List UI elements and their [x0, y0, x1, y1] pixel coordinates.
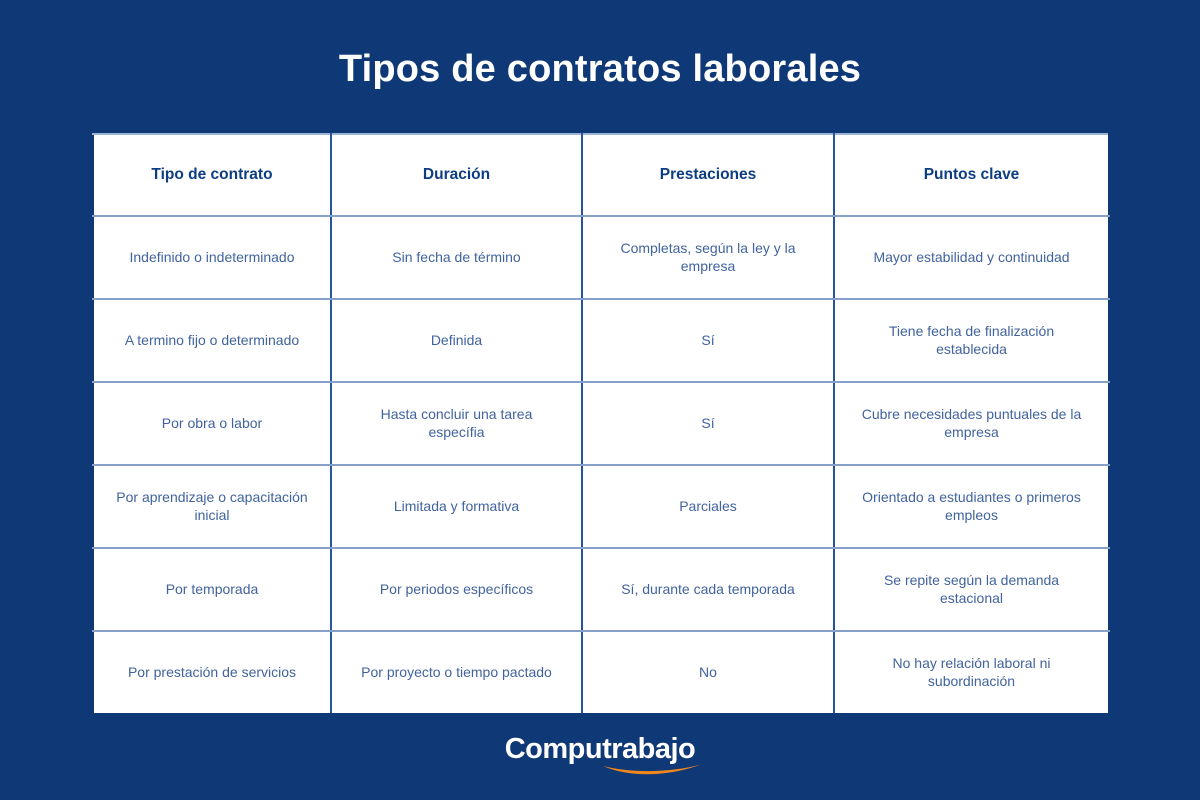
cell-duracion: Por periodos específicos	[330, 547, 583, 632]
logo-swoosh-icon	[603, 764, 702, 775]
table-row: Por aprendizaje o capacitación inicial L…	[92, 464, 1110, 549]
cell-prestaciones: Completas, según la ley y la empresa	[581, 215, 835, 300]
cell-prestaciones: Sí, durante cada temporada	[581, 547, 835, 632]
column-header-tipo: Tipo de contrato	[92, 133, 332, 217]
contracts-table: Tipo de contrato Duración Prestaciones P…	[92, 133, 1110, 715]
cell-duracion: Limitada y formativa	[330, 464, 583, 549]
cell-duracion: Hasta concluir una tarea específia	[330, 381, 583, 466]
cell-tipo: A termino fijo o determinado	[92, 298, 332, 383]
cell-puntos: Tiene fecha de finalización establecida	[833, 298, 1110, 383]
cell-puntos: Orientado a estudiantes o primeros emple…	[833, 464, 1110, 549]
cell-duracion: Definida	[330, 298, 583, 383]
table-row: Por obra o labor Hasta concluir una tare…	[92, 381, 1110, 466]
cell-duracion: Sin fecha de término	[330, 215, 583, 300]
cell-prestaciones: Sí	[581, 381, 835, 466]
column-header-puntos: Puntos clave	[833, 133, 1110, 217]
computrabajo-logo: Computrabajo	[504, 733, 702, 775]
cell-tipo: Por temporada	[92, 547, 332, 632]
cell-tipo: Por obra o labor	[92, 381, 332, 466]
cell-duracion: Por proyecto o tiempo pactado	[330, 630, 583, 715]
cell-puntos: Mayor estabilidad y continuidad	[833, 215, 1110, 300]
cell-tipo: Indefinido o indeterminado	[92, 215, 332, 300]
cell-tipo: Por aprendizaje o capacitación inicial	[92, 464, 332, 549]
page-title: Tipos de contratos laborales	[338, 48, 862, 90]
column-header-prestaciones: Prestaciones	[581, 133, 835, 217]
cell-tipo: Por prestación de servicios	[92, 630, 332, 715]
table-row: Por prestación de servicios Por proyecto…	[92, 630, 1110, 715]
cell-prestaciones: Sí	[581, 298, 835, 383]
contracts-table-container: Tipo de contrato Duración Prestaciones P…	[92, 133, 1110, 715]
column-header-duracion: Duración	[330, 133, 583, 217]
cell-puntos: No hay relación laboral ni subordinación	[833, 630, 1110, 715]
cell-prestaciones: No	[581, 630, 835, 715]
computrabajo-logo-text: Computrabajo	[504, 733, 696, 765]
table-row: A termino fijo o determinado Definida Sí…	[92, 298, 1110, 383]
table-header-row: Tipo de contrato Duración Prestaciones P…	[92, 133, 1110, 217]
footer: Computrabajo	[0, 733, 1200, 775]
cell-puntos: Se repite según la demanda estacional	[833, 547, 1110, 632]
cell-puntos: Cubre necesidades puntuales de la empres…	[833, 381, 1110, 466]
table-row: Indefinido o indeterminado Sin fecha de …	[92, 215, 1110, 300]
table-row: Por temporada Por periodos específicos S…	[92, 547, 1110, 632]
cell-prestaciones: Parciales	[581, 464, 835, 549]
